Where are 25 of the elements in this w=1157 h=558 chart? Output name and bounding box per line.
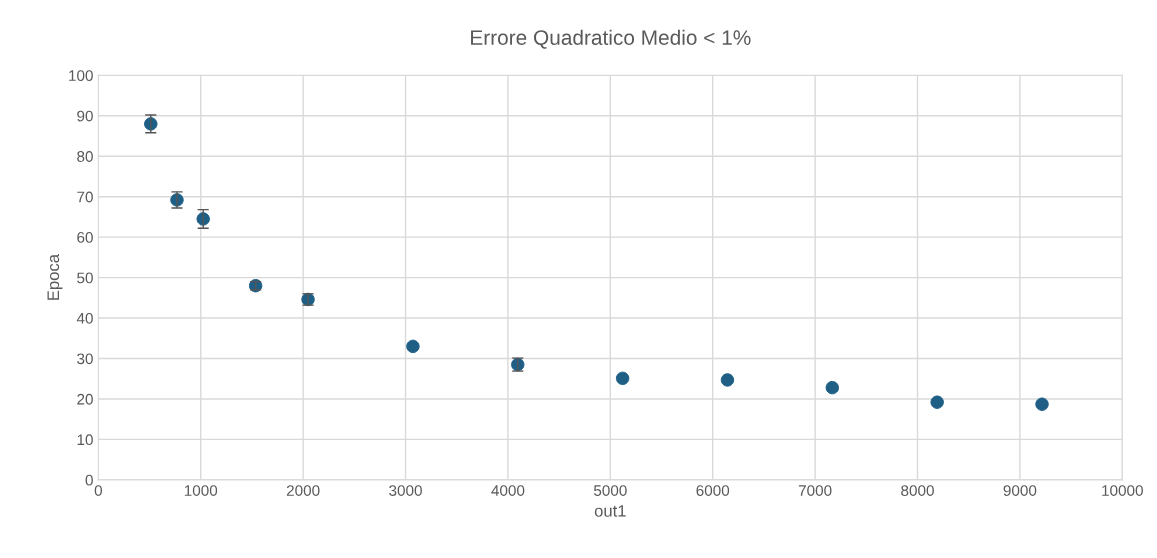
y-tick-label: 30: [77, 353, 93, 365]
chart-title: Errore Quadratico Medio < 1%: [471, 29, 751, 49]
x-tick-label: 0: [94, 485, 102, 496]
x-tick-label: 6000: [696, 485, 730, 496]
x-tick-label: 7000: [798, 485, 832, 496]
y-tick-label: 90: [77, 110, 93, 122]
x-tick-label: 10000: [1102, 485, 1143, 496]
y-tick-label: 40: [76, 312, 93, 324]
y-tick-label: 10: [77, 434, 93, 446]
y-tick-label: 50: [77, 272, 93, 284]
x-tick-label: 3000: [389, 485, 422, 496]
x-tick-label: 2000: [286, 485, 320, 496]
y-tick-label: 100: [69, 70, 93, 82]
y-tick-label: 70: [77, 191, 93, 203]
x-tick-label: 4000: [491, 485, 525, 496]
x-tick-label: 5000: [593, 485, 627, 496]
y-tick-label: 80: [77, 151, 93, 162]
x-tick-label: 1000: [184, 485, 218, 496]
x-axis-title: out1: [594, 505, 626, 517]
y-axis-title: Epoca: [47, 253, 63, 300]
x-tick-label: 8000: [901, 485, 934, 496]
y-tick-label: 20: [77, 393, 93, 405]
y-tick-label: 0: [85, 474, 93, 486]
y-tick-label: 60: [77, 232, 93, 243]
x-tick-label: 9000: [1003, 485, 1037, 496]
